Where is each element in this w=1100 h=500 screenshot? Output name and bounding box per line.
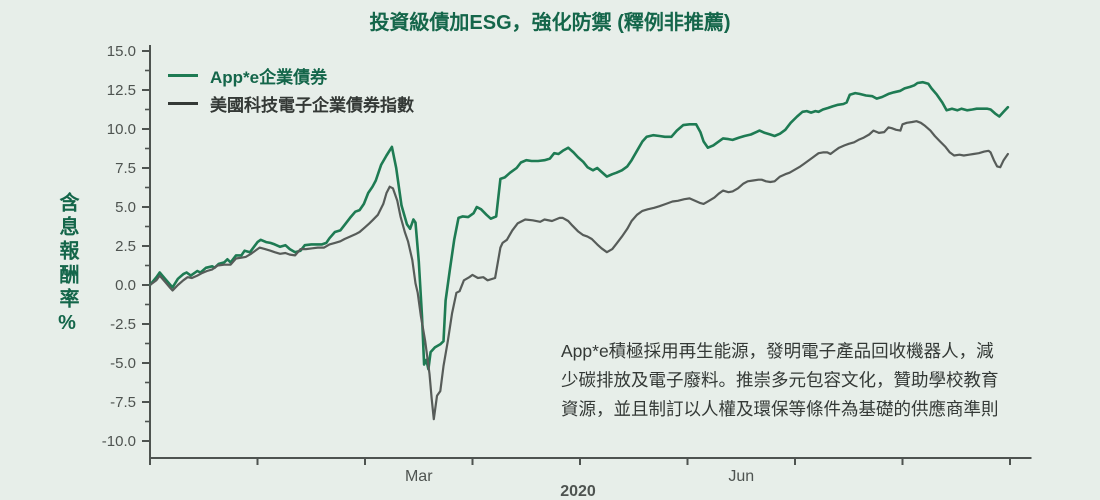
esg-annotation: App*e積極採用再生能源，發明電子產品回收機器人，減 少碳排放及電子廢料。推崇… <box>561 341 999 419</box>
series-line-us-tech-index <box>148 120 1010 421</box>
y-tick-label: -7.5 <box>110 394 136 411</box>
series-line-appe-bond <box>148 80 1010 371</box>
legend-line-green-icon <box>168 73 198 77</box>
x-year-label: 2020 <box>560 483 596 500</box>
chart-title: 投資級債加ESG，強化防禦 (釋例非推薦) <box>369 12 731 34</box>
legend-line-dark-icon <box>168 101 198 105</box>
legend-label-us-tech-index: 美國科技電子企業債券指數 <box>210 95 414 115</box>
legend-label-appe-bond: App*e企業債券 <box>210 67 328 87</box>
y-tick-label: 0.0 <box>115 277 136 294</box>
y-tick-label: 2.5 <box>115 238 136 255</box>
y-tick-label: 10.0 <box>107 121 136 138</box>
y-tick-label: 7.5 <box>115 160 136 177</box>
legend: App*e企業債券 美國科技電子企業債券指數 <box>168 61 414 117</box>
y-tick-label: 12.5 <box>107 82 136 99</box>
legend-item-appe-bond: App*e企業債券 <box>168 61 414 89</box>
y-tick-label: 5.0 <box>115 199 136 216</box>
legend-item-us-tech-index: 美國科技電子企業債券指數 <box>168 89 414 117</box>
y-axis-title: 含息報酬率% <box>56 192 78 338</box>
y-tick-label: 15.0 <box>107 43 136 60</box>
y-tick-label: -5.0 <box>110 355 136 372</box>
x-month-label: Jun <box>728 468 754 485</box>
x-month-label: Mar <box>405 468 433 485</box>
y-tick-label: -2.5 <box>110 316 136 333</box>
y-tick-label: -10.0 <box>102 433 136 450</box>
